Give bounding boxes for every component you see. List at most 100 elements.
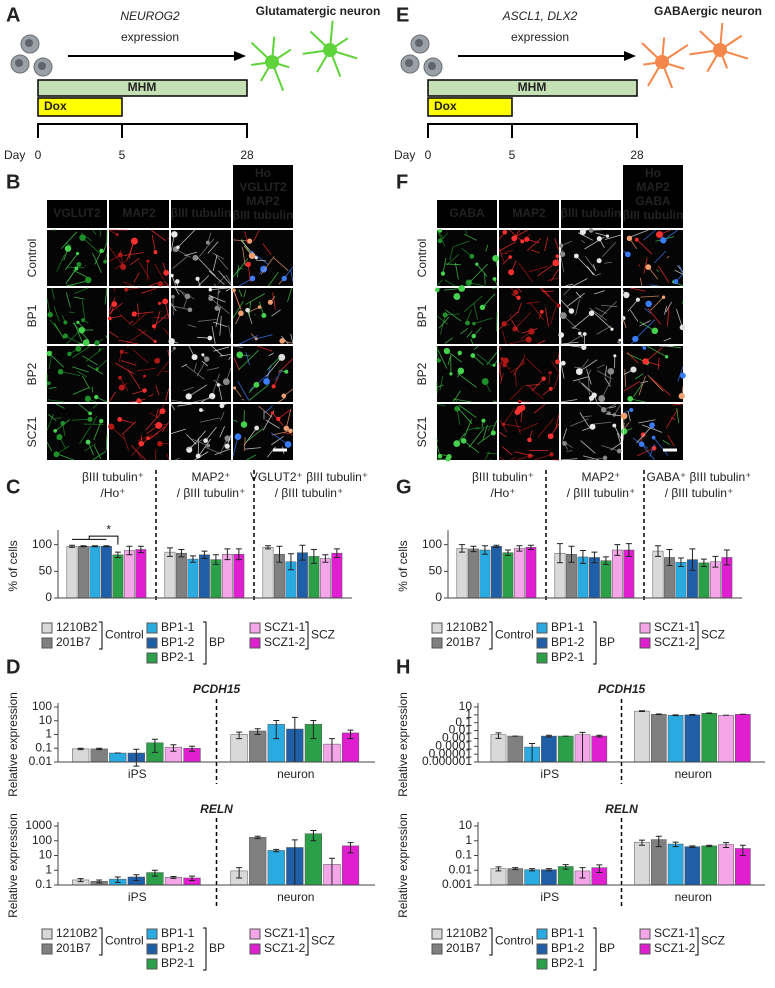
neurite <box>468 428 485 448</box>
cell-body <box>224 435 231 442</box>
chart-title: PCDH15 <box>598 682 646 696</box>
category-label: /Ho⁺ <box>100 486 125 500</box>
neurite <box>452 390 461 403</box>
cell-body <box>199 408 203 412</box>
neurite <box>632 437 649 449</box>
neurite <box>271 436 284 446</box>
neurite <box>170 305 191 311</box>
cell-body <box>136 398 142 404</box>
neurite <box>445 309 462 322</box>
neurite <box>616 432 622 445</box>
neurite <box>636 427 651 444</box>
neurite <box>613 403 622 416</box>
cell-body <box>257 305 262 309</box>
neurite <box>71 345 91 359</box>
bar <box>698 562 710 599</box>
neurite <box>140 288 157 294</box>
neurite <box>181 363 188 368</box>
neurite <box>476 263 488 277</box>
neurite <box>560 363 565 379</box>
legend-label: 201B7 <box>446 635 481 649</box>
neurite <box>162 421 170 433</box>
neurite <box>662 439 670 445</box>
cell-body <box>678 393 685 400</box>
error-bar <box>625 543 632 557</box>
row-label: SCZ1 <box>25 416 39 447</box>
mhm-label: MHM <box>518 80 547 94</box>
neurite <box>188 430 206 451</box>
cell-body <box>254 425 260 431</box>
cell-body <box>437 453 443 459</box>
neurite <box>270 432 289 445</box>
neurite <box>646 345 667 358</box>
neurite <box>633 383 643 397</box>
mhm-bar <box>427 79 638 97</box>
neurite <box>66 331 80 345</box>
error-bar <box>638 710 645 712</box>
neurite <box>436 403 446 407</box>
cell-body <box>613 354 617 358</box>
neurite <box>108 246 122 264</box>
bar <box>675 562 687 599</box>
cell-body <box>547 433 554 440</box>
micrograph-bg <box>561 404 621 460</box>
cell-body <box>75 345 82 352</box>
bar <box>634 710 650 763</box>
cell-body <box>118 375 122 380</box>
legend-label: BP2-1 <box>551 956 585 970</box>
micrograph <box>108 403 170 461</box>
neurite <box>525 357 542 374</box>
neurite <box>151 234 156 253</box>
neurite <box>242 247 246 267</box>
neurite <box>517 302 522 314</box>
cell-body <box>607 411 611 416</box>
category-label: iPS <box>128 890 147 904</box>
y-tick-label: 100 <box>32 699 52 713</box>
bar <box>502 552 514 599</box>
neurite <box>596 364 605 369</box>
neurite <box>674 269 684 275</box>
cell-body <box>67 351 72 357</box>
cell-body <box>588 310 595 316</box>
cell-body <box>263 378 270 385</box>
row-label: BP2 <box>415 362 429 385</box>
neurite <box>244 231 249 244</box>
neurite <box>55 403 65 409</box>
neurite <box>501 446 513 455</box>
neurite <box>188 384 208 397</box>
neurite <box>210 298 230 315</box>
neurite <box>473 317 493 324</box>
cell-body <box>278 353 286 361</box>
neurite <box>572 376 589 382</box>
neurite <box>170 428 186 435</box>
error-bar <box>212 554 219 565</box>
expression-label: expression <box>511 30 569 44</box>
dox-bar <box>427 97 513 117</box>
neurite <box>238 335 258 345</box>
error-bar <box>151 869 158 877</box>
channel-name: VGLUT2 <box>53 206 101 220</box>
cell-body <box>146 436 150 441</box>
cell-body <box>185 393 192 400</box>
cell-body <box>124 287 129 292</box>
cell-body <box>673 279 679 285</box>
micrograph-bg <box>437 230 497 286</box>
neurite <box>218 270 232 286</box>
cell-body <box>627 395 634 402</box>
neurite <box>232 419 238 422</box>
neurite <box>551 360 560 373</box>
cell-body <box>470 353 476 358</box>
bar <box>667 843 684 886</box>
neurite <box>509 229 523 242</box>
neurite <box>580 440 596 454</box>
neurite <box>233 357 240 371</box>
neurite <box>275 369 283 381</box>
neurite <box>225 274 232 284</box>
category-label: βIII tubulin⁺ <box>82 470 144 484</box>
cell-body <box>85 276 92 284</box>
neurite <box>444 337 453 344</box>
legend-bracket <box>489 621 493 650</box>
bar <box>233 554 245 599</box>
neurite <box>185 433 197 445</box>
neurite <box>174 287 195 300</box>
